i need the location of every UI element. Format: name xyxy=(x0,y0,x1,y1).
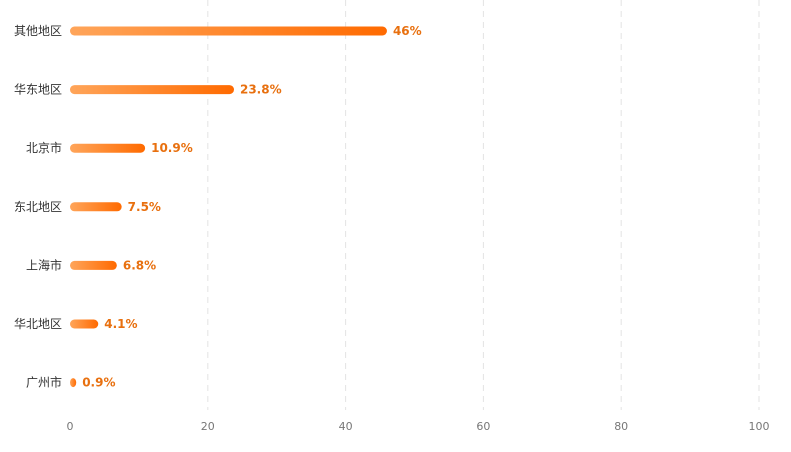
category-label: 华东地区 xyxy=(14,83,62,97)
value-labels: 46% 23.8% 10.9% 7.5% 6.8% 4.1% 0.9% xyxy=(82,24,421,390)
value-label: 4.1% xyxy=(104,317,137,331)
x-tick-label: 60 xyxy=(476,420,490,433)
category-label: 其他地区 xyxy=(14,24,62,38)
x-tick-label: 100 xyxy=(749,420,770,433)
bar xyxy=(70,85,234,95)
bar xyxy=(70,202,122,212)
category-label: 北京市 xyxy=(26,140,62,155)
x-tick-label: 80 xyxy=(614,420,628,433)
value-label: 6.8% xyxy=(123,258,156,272)
x-axis-ticks: 0 20 40 60 80 100 xyxy=(67,420,770,433)
bar xyxy=(70,260,117,270)
bar xyxy=(70,143,146,153)
category-label: 上海市 xyxy=(26,257,62,272)
value-label: 46% xyxy=(393,24,422,38)
x-tick-label: 0 xyxy=(67,420,74,433)
bar xyxy=(70,319,99,329)
value-label: 10.9% xyxy=(151,141,193,155)
category-label: 东北地区 xyxy=(14,200,62,214)
x-tick-label: 20 xyxy=(201,420,215,433)
bar xyxy=(70,378,77,388)
category-label: 华北地区 xyxy=(14,317,62,331)
x-tick-label: 40 xyxy=(339,420,353,433)
value-label: 23.8% xyxy=(240,83,282,97)
grid-lines xyxy=(207,0,760,410)
category-label: 广州市 xyxy=(26,375,62,390)
value-label: 7.5% xyxy=(128,200,161,214)
bar xyxy=(70,26,387,36)
bars xyxy=(70,26,387,388)
value-label: 0.9% xyxy=(82,376,115,390)
